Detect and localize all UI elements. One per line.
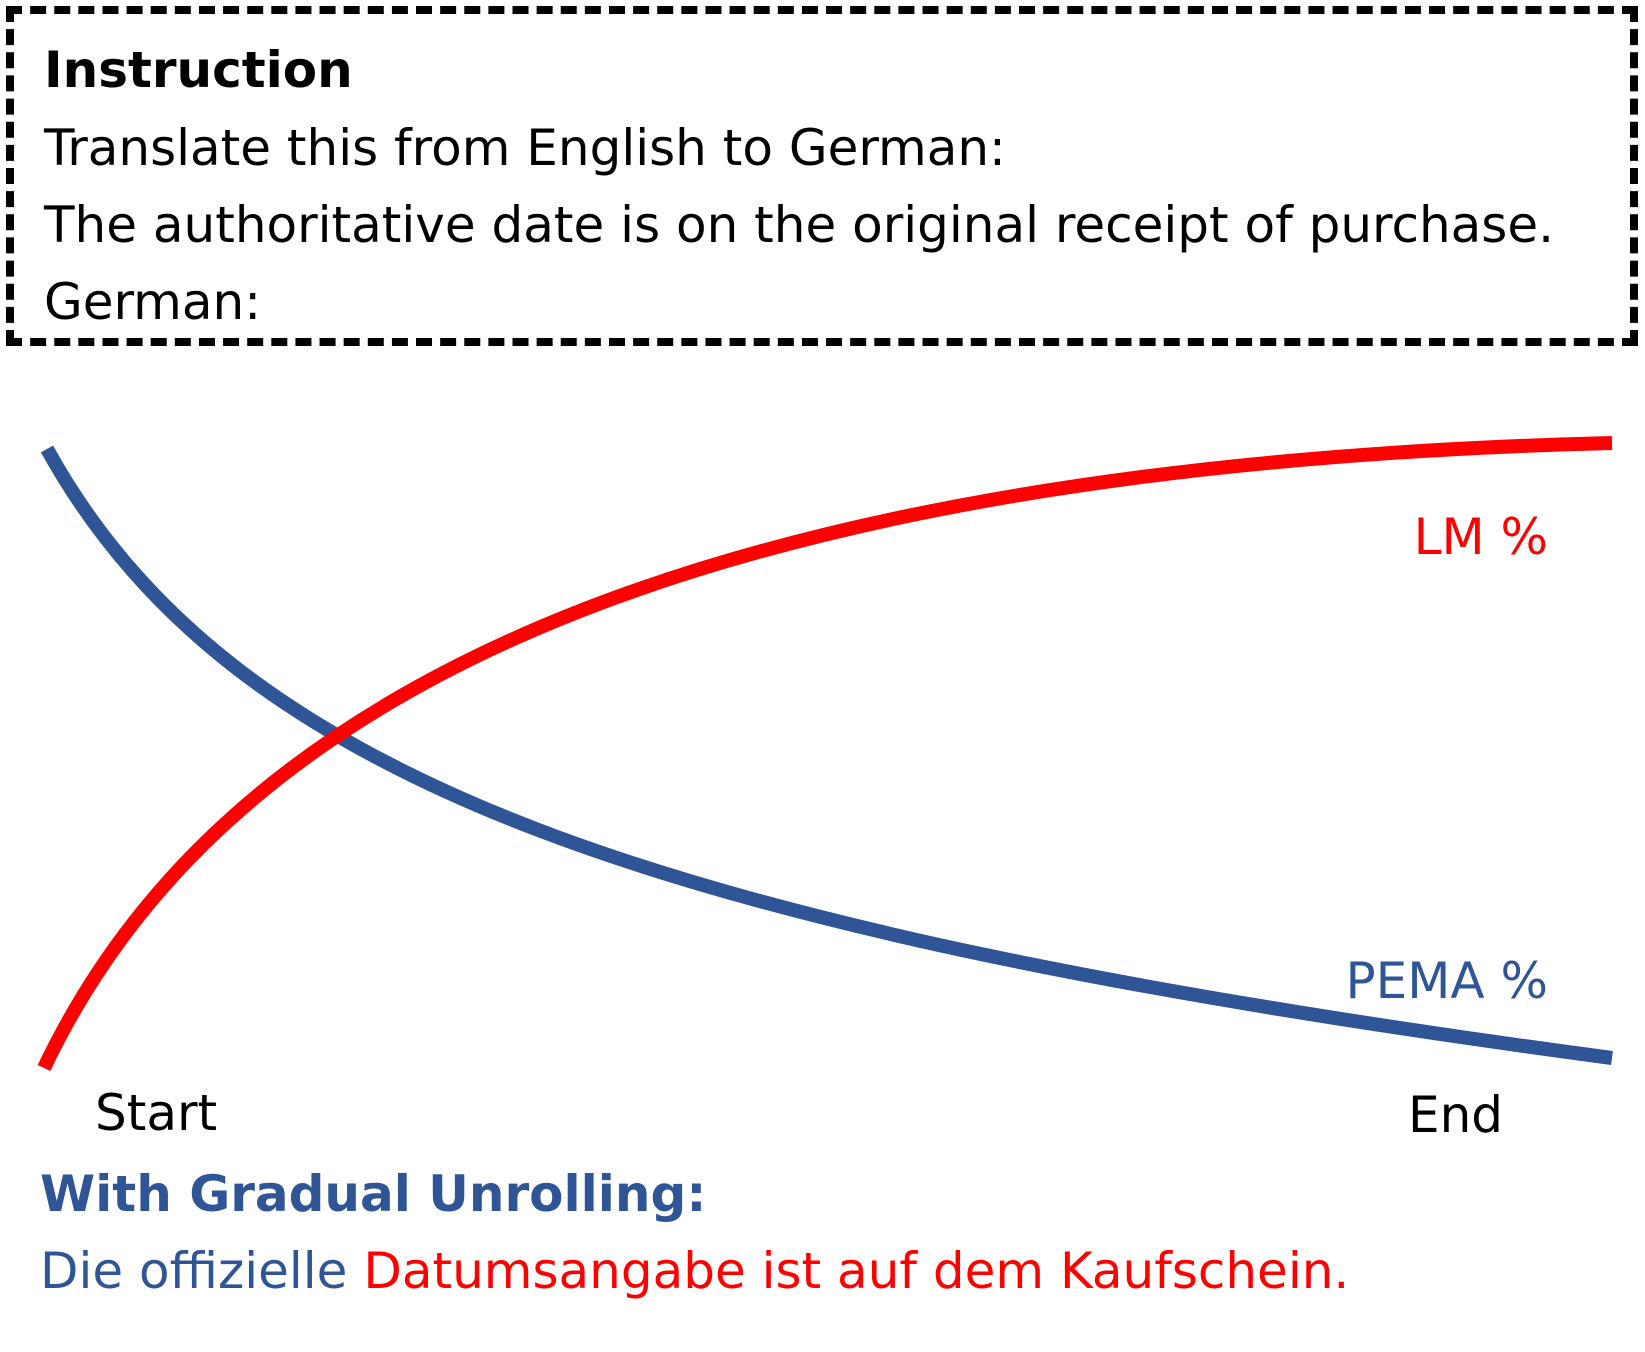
- pema-label: PEMA %: [1346, 952, 1549, 1010]
- lm-curve: [37, 436, 1613, 1072]
- pema-generated-text: Die offizielle: [40, 1242, 348, 1300]
- pema-curve: [40, 445, 1613, 1065]
- instruction-line: Translate this from English to German:: [44, 119, 1006, 177]
- instruction-line: The authoritative date is on the origina…: [44, 196, 1555, 254]
- start-label: Start: [95, 1084, 217, 1142]
- lm-generated-text: Datumsangabe ist auf dem Kaufschein.: [363, 1242, 1350, 1300]
- lm-label: LM %: [1414, 508, 1548, 566]
- end-label: End: [1408, 1086, 1503, 1144]
- instruction-box: Instruction Translate this from English …: [6, 6, 1638, 346]
- result-translation: Die offizielle Datumsangabe ist auf dem …: [40, 1242, 1349, 1300]
- instruction-line: German:: [44, 273, 262, 331]
- instruction-title: Instruction: [44, 41, 353, 99]
- result-heading: With Gradual Unrolling:: [40, 1165, 707, 1223]
